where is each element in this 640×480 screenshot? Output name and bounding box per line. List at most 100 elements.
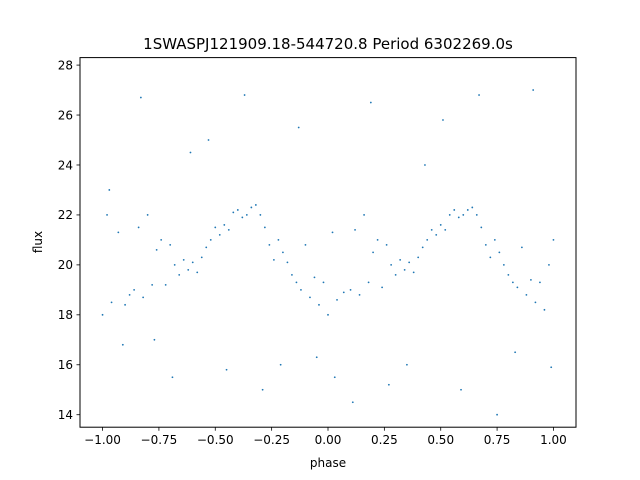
data-point xyxy=(124,303,126,306)
data-point xyxy=(394,273,397,276)
data-point xyxy=(511,281,514,284)
x-tick-label: −0.25 xyxy=(253,433,290,447)
data-point xyxy=(209,239,212,241)
y-tick-label: 20 xyxy=(58,258,73,272)
data-point xyxy=(372,251,374,254)
data-point xyxy=(462,214,465,216)
data-point xyxy=(309,296,311,299)
x-tick-label: 0.75 xyxy=(484,433,511,447)
data-point xyxy=(448,214,451,216)
data-point xyxy=(155,248,158,251)
data-point xyxy=(178,273,181,276)
data-point xyxy=(218,234,221,236)
data-point xyxy=(390,263,393,266)
data-point xyxy=(263,226,266,229)
data-point xyxy=(435,234,438,236)
data-point xyxy=(196,271,199,274)
data-point xyxy=(106,214,108,216)
data-point xyxy=(236,209,239,211)
data-point xyxy=(466,209,469,211)
data-point xyxy=(142,296,145,299)
x-tick-label: −0.50 xyxy=(197,433,234,447)
data-point xyxy=(133,288,136,291)
data-point xyxy=(117,231,120,234)
data-point xyxy=(268,244,271,246)
data-point xyxy=(534,301,537,304)
data-point xyxy=(232,211,235,214)
data-point xyxy=(121,343,124,346)
data-point xyxy=(173,263,176,266)
data-point xyxy=(333,376,336,379)
data-point xyxy=(182,258,185,261)
data-point xyxy=(250,206,253,209)
data-point xyxy=(367,281,370,284)
data-point xyxy=(369,101,372,104)
data-point xyxy=(457,216,460,219)
data-point xyxy=(439,224,442,226)
data-point xyxy=(279,363,282,366)
data-point xyxy=(516,286,519,289)
data-point xyxy=(417,256,420,259)
y-tick-label: 24 xyxy=(58,158,73,172)
data-point xyxy=(171,376,174,379)
data-point xyxy=(245,214,248,216)
data-point xyxy=(480,226,483,229)
data-point xyxy=(160,239,163,241)
data-point xyxy=(200,256,203,259)
chart-title: 1SWASPJ121909.18-544720.8 Period 6302269… xyxy=(143,35,513,53)
data-point xyxy=(336,298,338,301)
data-point xyxy=(530,278,532,281)
data-point xyxy=(187,268,190,271)
data-point xyxy=(442,119,444,121)
data-point xyxy=(426,239,429,241)
data-point xyxy=(548,263,550,266)
data-point xyxy=(552,239,555,241)
data-point xyxy=(254,204,257,206)
x-tick-label: 0.25 xyxy=(371,433,398,447)
data-point xyxy=(550,366,553,369)
x-tick-label: −1.00 xyxy=(84,433,121,447)
data-point xyxy=(261,388,264,391)
data-point xyxy=(227,229,230,231)
data-point xyxy=(331,231,334,234)
data-point xyxy=(205,246,208,249)
data-point xyxy=(315,356,318,359)
data-point xyxy=(498,251,501,254)
data-point xyxy=(322,281,325,284)
data-point xyxy=(304,244,307,246)
x-tick-label: 1.00 xyxy=(540,433,567,447)
data-point xyxy=(351,401,354,404)
x-tick-label: −0.75 xyxy=(141,433,178,447)
data-point xyxy=(342,291,345,294)
data-point xyxy=(444,229,447,231)
data-point xyxy=(403,268,406,271)
data-point xyxy=(313,276,316,279)
data-point xyxy=(272,258,275,261)
y-tick-label: 14 xyxy=(58,408,73,422)
data-point xyxy=(349,288,352,291)
data-point xyxy=(191,261,194,264)
data-point xyxy=(153,338,156,341)
data-points xyxy=(101,89,555,416)
data-point xyxy=(139,96,142,99)
data-point xyxy=(108,189,111,191)
y-tick-label: 26 xyxy=(58,108,73,122)
data-point xyxy=(137,226,140,229)
data-point xyxy=(358,293,361,296)
data-point xyxy=(471,206,474,209)
y-tick-label: 18 xyxy=(58,308,73,322)
data-point xyxy=(532,89,535,91)
x-axis-ticks: −1.00 −0.75 −0.50 −0.25 0.00 0.25 0.50 0.75 1.00 xyxy=(84,427,567,447)
data-point xyxy=(110,301,113,304)
data-point xyxy=(282,251,284,254)
data-point xyxy=(496,413,498,416)
data-point xyxy=(460,388,462,391)
data-point xyxy=(489,256,492,259)
data-point xyxy=(399,258,402,261)
data-point xyxy=(543,308,546,311)
data-point xyxy=(243,94,246,96)
data-point xyxy=(223,224,226,226)
data-point xyxy=(295,281,298,284)
